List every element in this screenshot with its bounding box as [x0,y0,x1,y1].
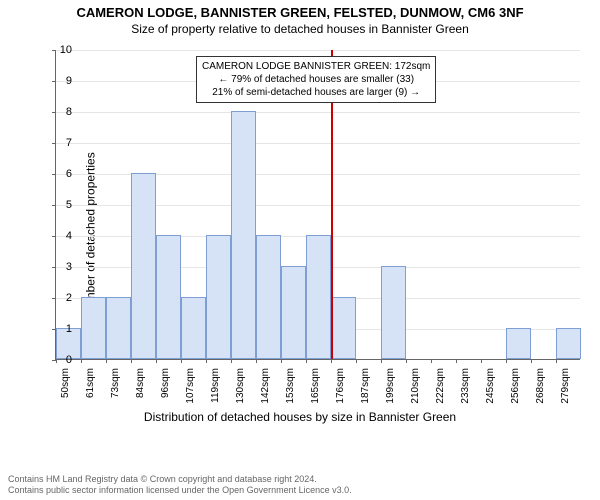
histogram-bar [306,235,331,359]
histogram-bar [81,297,106,359]
x-tick-mark [481,359,482,363]
x-tick-mark [456,359,457,363]
gridline [56,112,580,113]
y-tick-label: 8 [52,106,72,118]
y-tick-label: 0 [52,354,72,366]
gridline [56,50,580,51]
y-tick-label: 9 [52,75,72,87]
y-tick-label: 10 [52,44,72,56]
histogram-bar [156,235,181,359]
x-tick-mark [506,359,507,363]
y-tick-label: 1 [52,323,72,335]
x-tick-mark [381,359,382,363]
x-tick-mark [81,359,82,363]
x-tick-mark [231,359,232,363]
x-tick-mark [531,359,532,363]
y-tick-label: 7 [52,137,72,149]
plot-area: 50sqm61sqm73sqm84sqm96sqm107sqm119sqm130… [55,50,580,360]
histogram-bar [181,297,206,359]
annotation-line: 21% of semi-detached houses are larger (… [202,86,430,99]
annotation-line: CAMERON LODGE BANNISTER GREEN: 172sqm [202,60,430,73]
footer-line: Contains HM Land Registry data © Crown c… [8,474,352,485]
histogram-bar [131,173,156,359]
attribution-footer: Contains HM Land Registry data © Crown c… [8,474,352,496]
x-tick-mark [306,359,307,363]
x-tick-mark [106,359,107,363]
x-tick-mark [131,359,132,363]
x-tick-mark [281,359,282,363]
y-tick-label: 5 [52,199,72,211]
chart-container: Number of detached properties 50sqm61sqm… [0,40,600,430]
histogram-bar [281,266,306,359]
y-tick-label: 3 [52,261,72,273]
histogram-bar [381,266,406,359]
x-tick-mark [156,359,157,363]
histogram-bar [331,297,356,359]
annotation-box: CAMERON LODGE BANNISTER GREEN: 172sqm← 7… [196,56,436,103]
histogram-bar [556,328,581,359]
x-tick-mark [256,359,257,363]
y-tick-label: 6 [52,168,72,180]
x-axis-label: Distribution of detached houses by size … [0,410,600,424]
histogram-bar [506,328,531,359]
x-tick-mark [331,359,332,363]
histogram-bar [231,111,256,359]
histogram-bar [256,235,281,359]
annotation-line: ← 79% of detached houses are smaller (33… [202,73,430,86]
y-tick-label: 2 [52,292,72,304]
histogram-bar [206,235,231,359]
gridline [56,143,580,144]
chart-subtitle: Size of property relative to detached ho… [0,20,600,36]
footer-line: Contains public sector information licen… [8,485,352,496]
x-tick-mark [206,359,207,363]
histogram-bar [106,297,131,359]
x-tick-mark [181,359,182,363]
x-tick-mark [431,359,432,363]
y-tick-label: 4 [52,230,72,242]
x-tick-mark [356,359,357,363]
x-tick-mark [556,359,557,363]
chart-title: CAMERON LODGE, BANNISTER GREEN, FELSTED,… [0,0,600,20]
x-tick-mark [406,359,407,363]
